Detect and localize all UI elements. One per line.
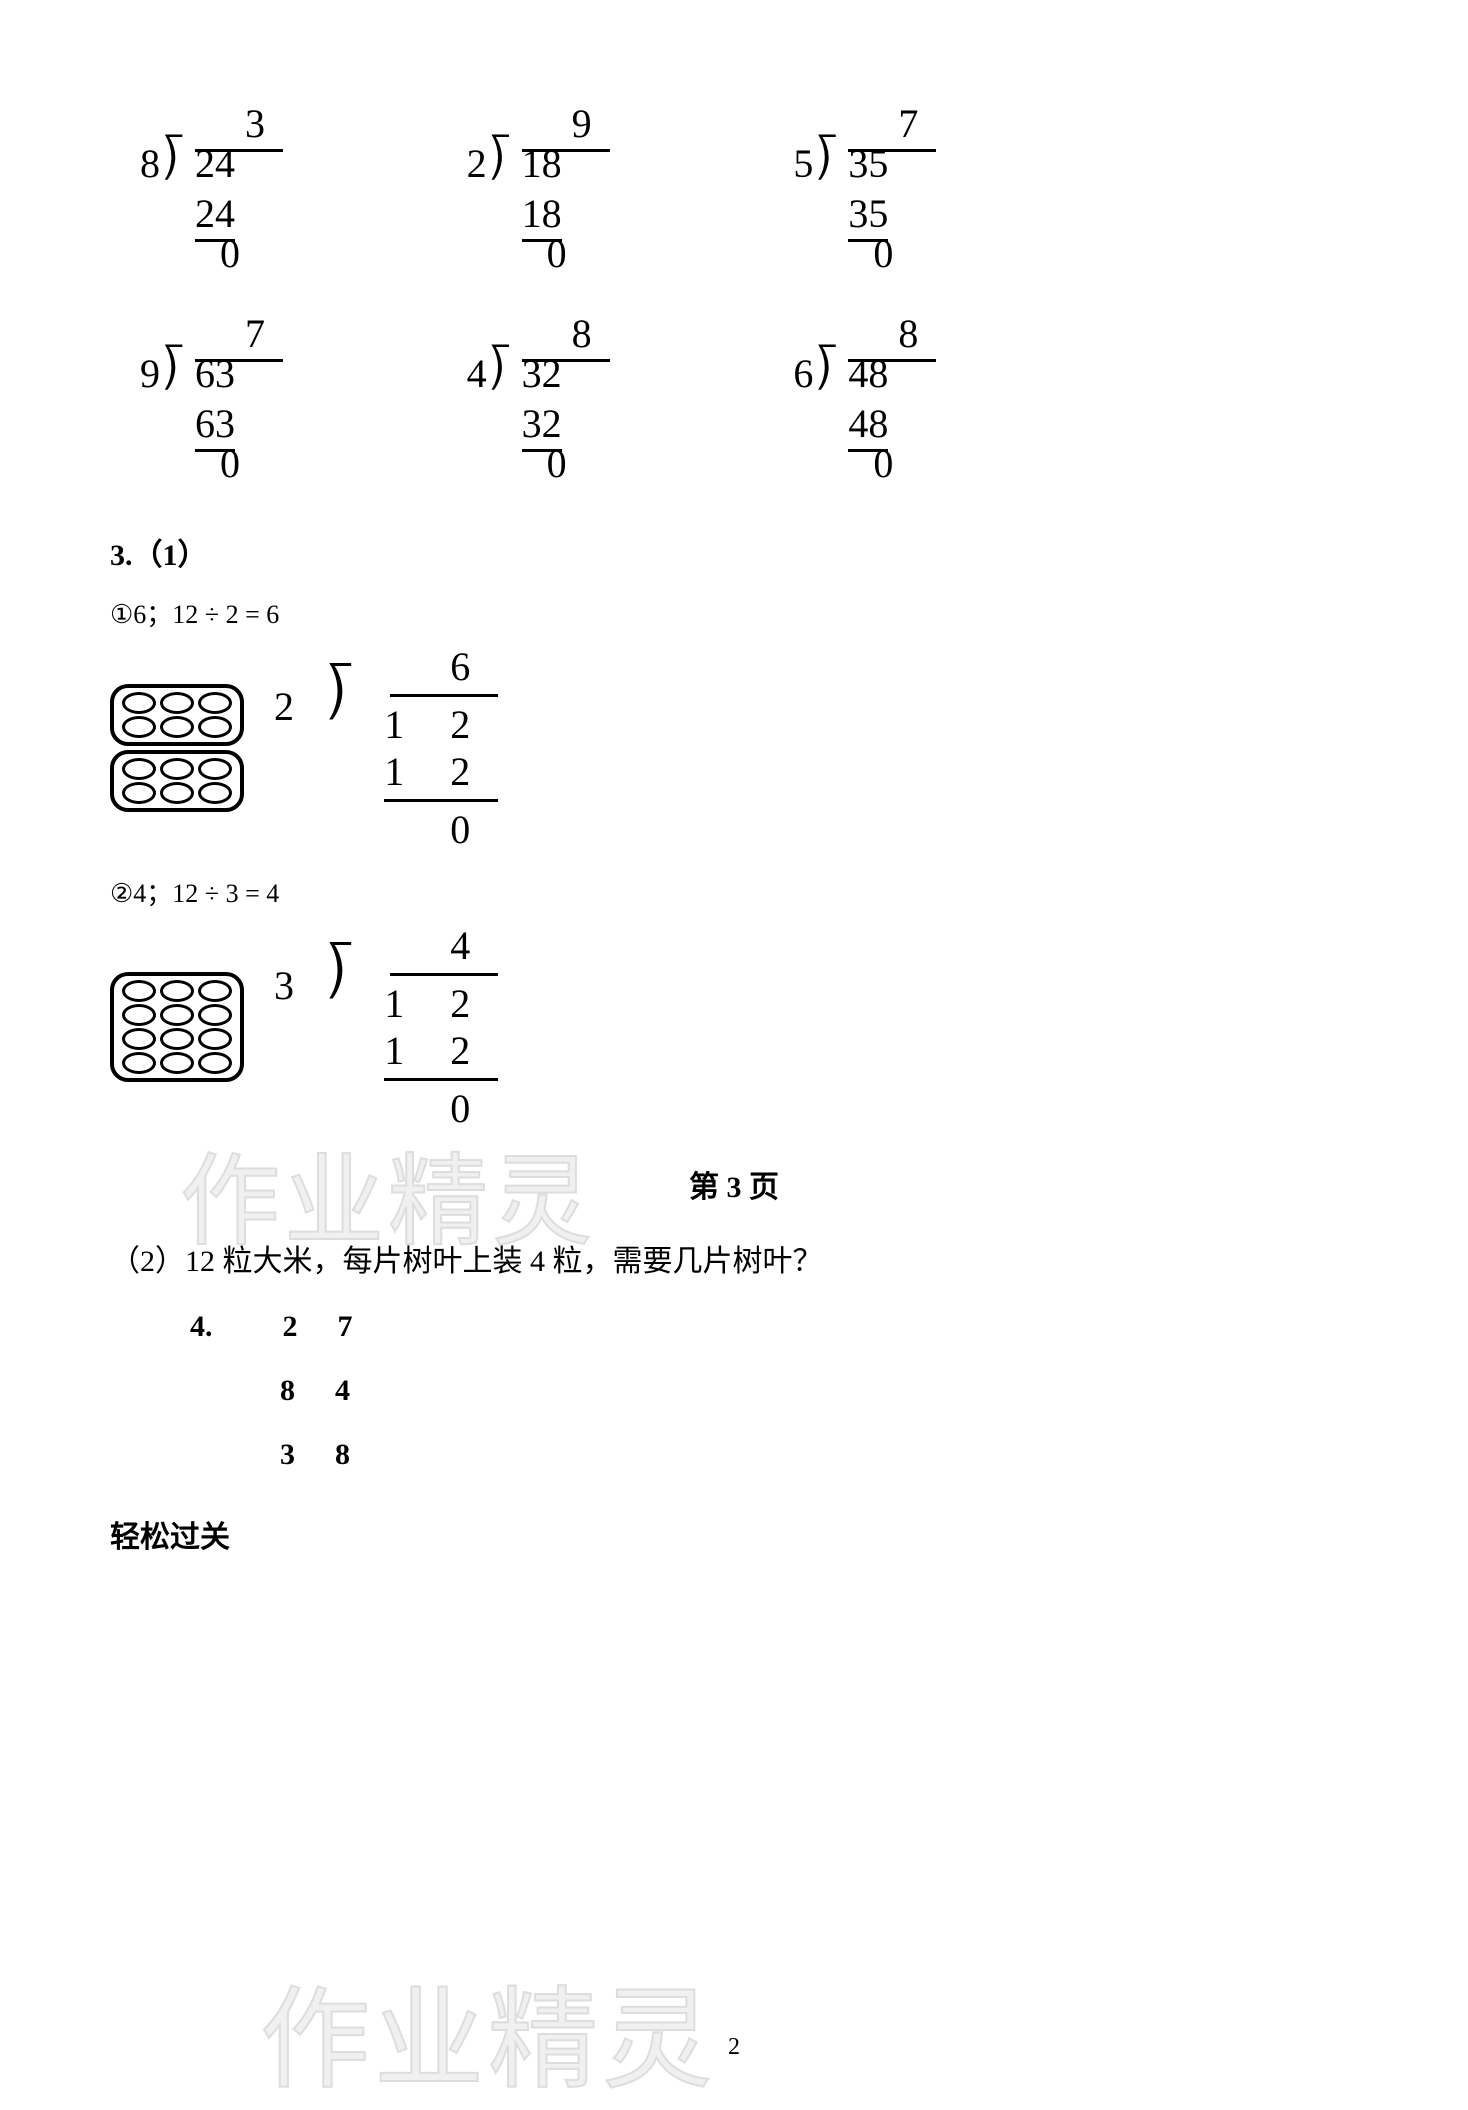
remainder: 0 [547, 230, 567, 277]
page-section-label: 第 3 页 [110, 1162, 1358, 1206]
bracket-icon: ⟌ [163, 345, 182, 401]
subtract: 1 2 [384, 748, 498, 802]
bracket-icon: ⟌ [816, 345, 835, 401]
q3-part1-diagram: 2 ⟌ 6 1 2 1 2 0 [110, 643, 1358, 853]
divisor: 2 [274, 643, 312, 730]
bracket-icon: ⟌ [163, 135, 182, 191]
divisor: 4 [467, 350, 487, 397]
q3-part2-text: ②4；12 ÷ 3 = 4 [110, 873, 1358, 910]
q4-answers: 4. 2 7 8 4 3 8 [110, 1310, 1358, 1472]
dividend: 1 2 [384, 976, 498, 1027]
easy-pass-label: 轻松过关 [110, 1512, 1358, 1556]
q3-part2-question: （2）12 粒大米，每片树叶上装 4 粒，需要几片树叶？ [110, 1236, 1358, 1280]
pill-trays [110, 684, 244, 812]
watermark-text: 作业精灵 [260, 1950, 716, 2110]
long-division: 3 ⟌ 4 1 2 1 2 0 [274, 922, 498, 1132]
dividend: 18 [522, 140, 562, 187]
bracket-icon: ⟌ [816, 135, 835, 191]
q4-value: 4 [335, 1374, 350, 1408]
pill-tray [110, 684, 244, 746]
dividend: 35 [848, 140, 888, 187]
bracket-icon: ⟌ [327, 643, 369, 732]
q4-value: 3 [280, 1438, 295, 1472]
pill-tray [110, 750, 244, 812]
pill-tray [110, 972, 244, 1082]
pill-trays [110, 972, 244, 1082]
remainder: 0 [450, 802, 498, 853]
remainder: 0 [220, 230, 240, 277]
long-division: 2 ⟌ 6 1 2 1 2 0 [274, 643, 498, 853]
division-grid: 3 8 ⟌ 24 24 0 9 2 ⟌ 18 18 0 7 5 ⟌ 35 35 … [110, 100, 1010, 480]
remainder: 0 [547, 440, 567, 487]
remainder: 0 [450, 1081, 498, 1132]
division-problem: 3 8 ⟌ 24 24 0 [110, 100, 310, 270]
quotient: 4 [390, 922, 498, 976]
divisor: 3 [274, 922, 312, 1009]
q4-value: 7 [338, 1310, 353, 1344]
dividend: 24 [195, 140, 235, 187]
remainder: 0 [873, 440, 893, 487]
divisor: 9 [140, 350, 160, 397]
remainder: 0 [873, 230, 893, 277]
division-problem: 9 2 ⟌ 18 18 0 [437, 100, 637, 270]
page-number: 2 [728, 2034, 740, 2061]
quotient: 6 [390, 643, 498, 697]
q4-value: 8 [335, 1438, 350, 1472]
q4-label: 4. [190, 1310, 213, 1344]
remainder: 0 [220, 440, 240, 487]
bracket-icon: ⟌ [490, 345, 509, 401]
division-problem: 7 9 ⟌ 63 63 0 [110, 310, 310, 480]
division-problem: 8 6 ⟌ 48 48 0 [763, 310, 963, 480]
bracket-icon: ⟌ [327, 922, 369, 1011]
division-problem: 7 5 ⟌ 35 35 0 [763, 100, 963, 270]
divisor: 6 [793, 350, 813, 397]
q4-value: 8 [280, 1374, 295, 1408]
bracket-icon: ⟌ [490, 135, 509, 191]
divisor: 8 [140, 140, 160, 187]
q3-part1-text: ①6；12 ÷ 2 = 6 [110, 594, 1358, 631]
divisor: 5 [793, 140, 813, 187]
subtract: 1 2 [384, 1027, 498, 1081]
q4-value: 2 [283, 1310, 298, 1344]
division-problem: 8 4 ⟌ 32 32 0 [437, 310, 637, 480]
dividend: 32 [522, 350, 562, 397]
dividend: 1 2 [384, 697, 498, 748]
q3-part2-diagram: 3 ⟌ 4 1 2 1 2 0 [110, 922, 1358, 1132]
dividend: 63 [195, 350, 235, 397]
question-3-label: 3.（1） [110, 530, 1358, 574]
divisor: 2 [467, 140, 487, 187]
dividend: 48 [848, 350, 888, 397]
